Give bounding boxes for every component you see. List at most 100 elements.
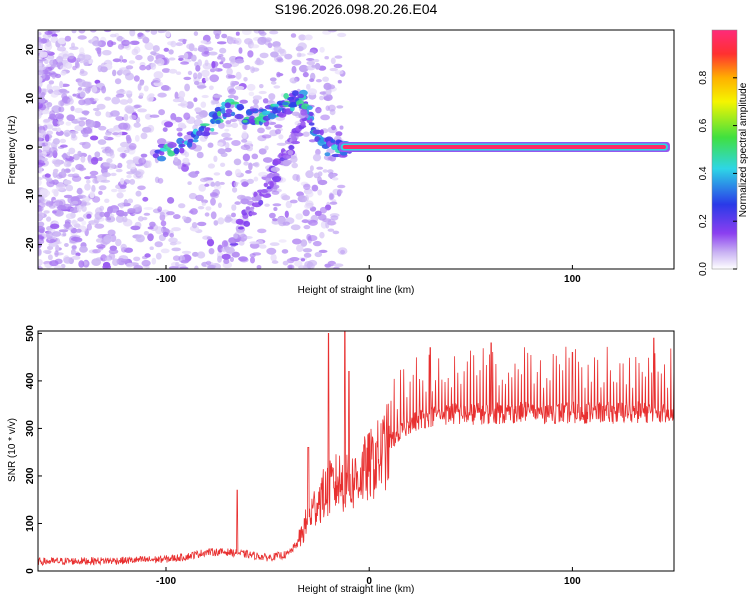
heatmap-cell — [44, 30, 53, 35]
heatmap-cell — [287, 264, 295, 269]
heatmap-cell — [225, 247, 235, 254]
heatmap-cell — [259, 84, 264, 89]
heatmap-cell — [256, 265, 262, 269]
heatmap-cell — [312, 153, 322, 162]
heatmap-cell — [72, 200, 79, 205]
heatmap-cell — [161, 68, 171, 73]
heatmap-cell — [67, 52, 75, 60]
heatmap-cell — [49, 110, 56, 119]
heatmap-cell — [203, 46, 214, 52]
heatmap-cell — [217, 217, 225, 225]
heatmap-cell — [209, 74, 219, 83]
heatmap-cell — [96, 47, 102, 55]
heatmap-cell — [213, 155, 218, 162]
heatmap-cell — [81, 110, 90, 115]
spectrogram-y-axis-label: Frequency (Hz) — [7, 116, 18, 185]
heatmap-cell — [38, 36, 42, 42]
heatmap-cell — [38, 179, 42, 187]
heatmap-cell — [125, 134, 131, 142]
heatmap-cell — [118, 255, 129, 262]
heatmap-cell — [256, 239, 264, 245]
heatmap-cell — [107, 40, 114, 48]
heatmap-cell — [245, 206, 251, 211]
heatmap-cell — [220, 56, 226, 63]
heatmap-cell — [243, 236, 253, 239]
heatmap-cell — [94, 110, 102, 117]
heatmap-cell — [70, 105, 75, 112]
heatmap-cell — [187, 181, 192, 186]
colorbar-tick-label: 0.0 — [698, 262, 709, 276]
heatmap-cell — [133, 75, 140, 82]
heatmap-cell — [38, 31, 42, 36]
heatmap-cell — [63, 160, 72, 168]
heatmap-cell — [61, 153, 68, 159]
heatmap-cell — [288, 145, 295, 151]
heatmap-cell — [75, 252, 81, 257]
heatmap-cell — [225, 120, 232, 125]
heatmap-cell — [59, 80, 64, 89]
heatmap-cell — [103, 30, 112, 33]
heatmap-cell — [78, 99, 86, 106]
heatmap-cell — [319, 206, 327, 214]
heatmap-cell — [210, 197, 216, 206]
heatmap-cell — [258, 199, 264, 206]
heatmap-cell — [241, 30, 252, 36]
heatmap-cell — [231, 212, 236, 218]
heatmap-cell — [257, 127, 265, 134]
heatmap-cell — [252, 95, 262, 101]
heatmap-cell — [65, 62, 73, 69]
heatmap-cell — [177, 132, 183, 137]
heatmap-cell — [38, 102, 43, 109]
heatmap-cell — [74, 107, 83, 114]
heatmap-cell — [89, 174, 97, 179]
heatmap-cell — [157, 92, 167, 98]
heatmap-cell — [302, 248, 313, 253]
heatmap-cell — [194, 80, 200, 86]
heatmap-cell — [261, 134, 272, 139]
heatmap-cell — [67, 98, 74, 105]
heatmap-cell — [91, 184, 96, 193]
colorbar-label: Normalized spectral amplitude — [738, 82, 749, 217]
heatmap-cell — [139, 92, 144, 98]
heatmap-cell — [65, 222, 70, 230]
heatmap-cell — [209, 85, 214, 91]
heatmap-cell — [219, 61, 224, 65]
heatmap-cell — [108, 128, 116, 133]
heatmap-cell — [217, 148, 226, 155]
heatmap-cell — [331, 124, 337, 131]
heatmap-cell — [119, 99, 129, 105]
heatmap-cell — [313, 59, 320, 63]
heatmap-cell — [269, 212, 276, 219]
heatmap-cell — [38, 140, 43, 148]
heatmap-cell — [137, 108, 148, 113]
heatmap-cell — [279, 48, 287, 57]
heatmap-cell — [71, 219, 77, 227]
heatmap-cell — [258, 30, 265, 35]
heatmap-cell — [38, 225, 45, 233]
heatmap-cell — [244, 38, 253, 45]
heatmap-cell — [276, 71, 281, 78]
heatmap-cell — [77, 217, 84, 222]
heatmap-cell — [38, 62, 43, 67]
heatmap-cell — [63, 129, 71, 137]
heatmap-cell — [334, 70, 344, 75]
heatmap-cell — [140, 35, 147, 40]
heatmap-cell — [135, 54, 143, 61]
colorbar-tick-label: 0.2 — [698, 214, 709, 228]
heatmap-cell — [160, 85, 170, 91]
heatmap-cell — [67, 196, 73, 204]
heatmap-cell — [131, 48, 139, 56]
heatmap-cell — [269, 77, 277, 82]
heatmap-cell — [220, 162, 226, 167]
heatmap-cell — [187, 70, 193, 76]
y-tick-label: 300 — [25, 420, 36, 437]
heatmap-cell — [119, 152, 127, 158]
heatmap-cell — [76, 187, 83, 195]
heatmap-cell — [214, 181, 221, 187]
heatmap-cell — [240, 198, 250, 205]
heatmap-cell — [320, 137, 325, 144]
heatmap-cell — [115, 168, 123, 173]
heatmap-cell — [92, 40, 102, 47]
heatmap-cell — [188, 192, 197, 200]
